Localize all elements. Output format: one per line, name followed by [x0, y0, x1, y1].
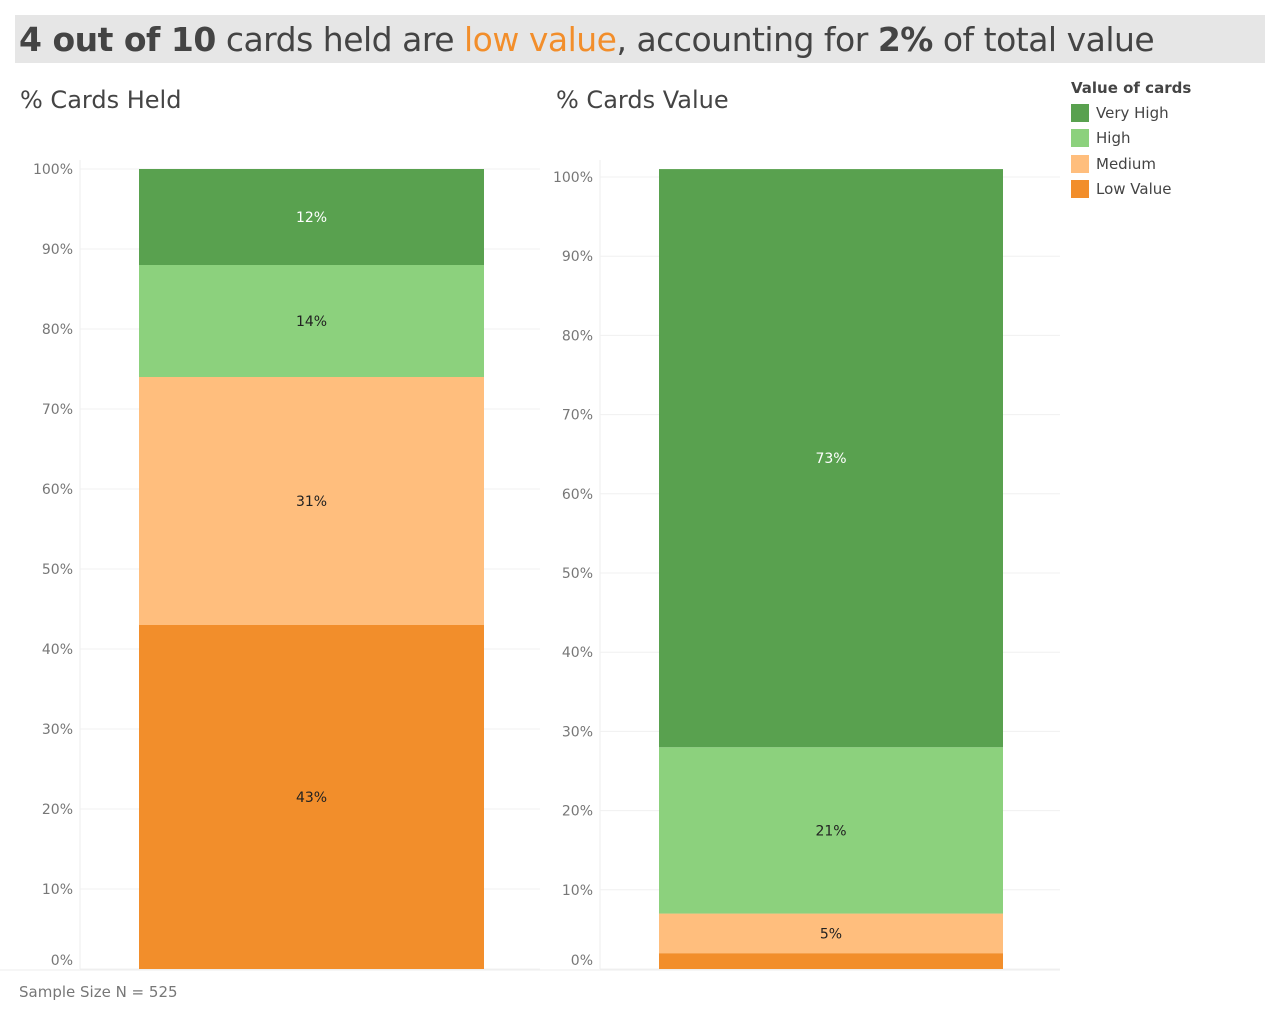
y-tick-label: 30%	[42, 722, 73, 738]
bar-segment-very-high	[659, 169, 1003, 748]
legend-item-very-high[interactable]: Very High	[1071, 100, 1191, 126]
legend-title: Value of cards	[1071, 79, 1192, 97]
bar-segment-medium	[659, 913, 1003, 954]
legend-swatch	[1071, 154, 1089, 173]
y-tick-label: 90%	[562, 249, 593, 265]
legend-item-high[interactable]: High	[1071, 126, 1191, 152]
headline-text: of total value	[932, 20, 1155, 59]
y-tick-label: 20%	[562, 804, 593, 820]
data-label: 73%	[815, 451, 846, 467]
legend-swatch	[1071, 129, 1089, 148]
y-tick-label: 30%	[562, 724, 593, 740]
y-tick-label: 10%	[42, 882, 73, 898]
legend: Value of cards Very High High Medium Low…	[1071, 79, 1191, 202]
data-label: 14%	[296, 314, 327, 330]
y-tick-label: 0%	[51, 953, 73, 969]
legend-item-medium[interactable]: Medium	[1071, 151, 1191, 177]
y-tick-label: 20%	[42, 802, 73, 818]
y-tick-label: 40%	[42, 642, 73, 658]
chart-title-value: % Cards Value	[556, 86, 729, 114]
headline: 4 out of 10 cards held are low value, ac…	[15, 15, 1265, 63]
sample-size-note: Sample Size N = 525	[19, 983, 178, 1001]
headline-text: , accounting for	[616, 20, 878, 59]
bar-segment-very-high	[139, 169, 484, 265]
y-tick-label: 100%	[553, 170, 593, 186]
legend-swatch	[1071, 180, 1089, 199]
y-tick-label: 90%	[42, 242, 73, 258]
bar-segment-high	[139, 265, 484, 377]
y-tick-label: 60%	[42, 482, 73, 498]
y-tick-label: 60%	[562, 487, 593, 503]
legend-label: Low Value	[1096, 180, 1172, 199]
data-label: 5%	[820, 926, 842, 942]
y-tick-label: 50%	[42, 562, 73, 578]
bar-segment-medium	[139, 377, 484, 625]
legend-label: Medium	[1096, 154, 1156, 173]
headline-count: 4 out of 10	[19, 20, 216, 59]
y-tick-label: 10%	[562, 883, 593, 899]
data-label: 43%	[296, 790, 327, 806]
legend-item-low-value[interactable]: Low Value	[1071, 177, 1191, 203]
bar-segment-high	[659, 747, 1003, 914]
y-tick-label: 50%	[562, 566, 593, 582]
y-tick-label: 70%	[42, 402, 73, 418]
chart-title-held: % Cards Held	[20, 86, 182, 114]
legend-label: Very High	[1096, 103, 1169, 122]
y-tick-label: 70%	[562, 408, 593, 424]
data-label: 31%	[296, 494, 327, 510]
bar-segment-low-value	[659, 953, 1003, 969]
legend-label: High	[1096, 129, 1131, 148]
data-label: 12%	[296, 210, 327, 226]
y-tick-label: 0%	[571, 953, 593, 969]
y-tick-label: 40%	[562, 645, 593, 661]
y-tick-label: 80%	[562, 328, 593, 344]
legend-swatch	[1071, 103, 1089, 122]
headline-percent: 2%	[877, 20, 934, 59]
headline-text: cards held are	[215, 20, 464, 59]
data-label: 21%	[815, 823, 846, 839]
y-tick-label: 100%	[33, 162, 73, 178]
headline-low-value: low value	[463, 20, 617, 59]
bar-segment-low-value	[139, 625, 484, 969]
y-tick-label: 80%	[42, 322, 73, 338]
